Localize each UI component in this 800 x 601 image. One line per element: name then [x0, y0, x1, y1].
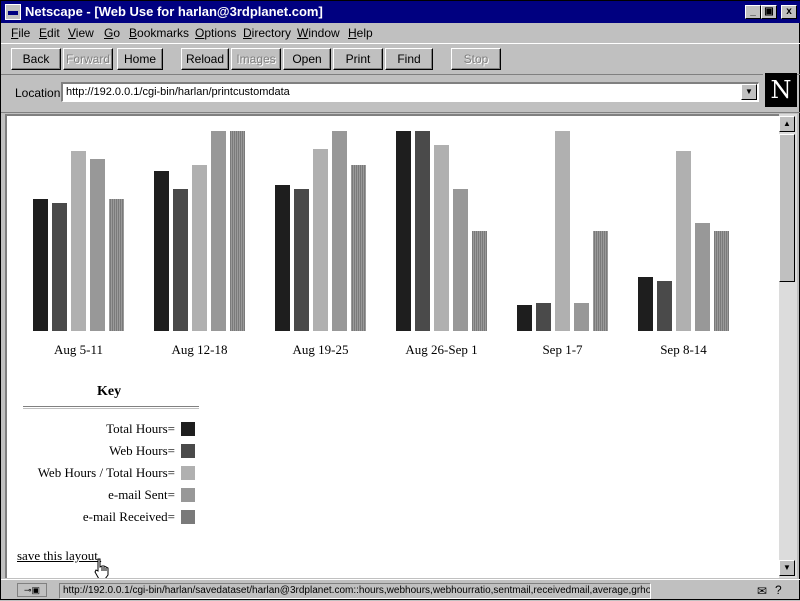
menu-go[interactable]: Go	[104, 26, 121, 40]
bar-1-4	[230, 131, 245, 331]
bar-4-0	[517, 305, 532, 331]
forward-button[interactable]: Forward	[63, 48, 113, 70]
key-swatch	[181, 444, 195, 458]
menu-edit[interactable]: Edit	[39, 26, 60, 40]
bar-5-2	[676, 151, 691, 331]
key-swatch	[181, 488, 195, 502]
key-item: Web Hours / Total Hours=	[7, 464, 197, 482]
reload-button[interactable]: Reload	[181, 48, 229, 70]
key-label: Total Hours=	[106, 421, 175, 436]
key-swatch	[181, 466, 195, 480]
bar-chart	[33, 131, 729, 331]
hand-cursor-icon	[94, 558, 109, 578]
key-label: e-mail Sent=	[108, 487, 175, 502]
bar-1-3	[211, 131, 226, 331]
menu-directory[interactable]: Directory	[243, 26, 292, 40]
bar-4-4	[593, 231, 608, 331]
key-swatch	[181, 422, 195, 436]
bar-1-1	[173, 189, 188, 331]
bar-0-1	[52, 203, 67, 331]
bar-2-1	[294, 189, 309, 331]
status-text: http://192.0.0.1/cgi-bin/harlan/savedata…	[59, 583, 651, 599]
menu-file[interactable]: File	[11, 26, 31, 40]
key-swatch	[181, 510, 195, 524]
bar-5-0	[638, 277, 653, 331]
location-dropdown-icon[interactable]: ▼	[741, 84, 757, 100]
scroll-thumb[interactable]	[779, 134, 795, 282]
key-item: Total Hours=	[7, 420, 197, 438]
minimize-button[interactable]: _	[745, 5, 761, 19]
bar-2-0	[275, 185, 290, 331]
title-bar: Netscape - [Web Use for harlan@3rdplanet…	[1, 1, 800, 23]
bar-5-4	[714, 231, 729, 331]
key-divider	[23, 406, 199, 409]
save-layout-link[interactable]: save this layout.	[17, 548, 102, 563]
category-label: Sep 1-7	[542, 342, 583, 357]
bar-3-1	[415, 131, 430, 331]
status-bar: ⊸▣ http://192.0.0.1/cgi-bin/harlan/saved…	[1, 579, 800, 601]
key-item: Web Hours=	[7, 442, 197, 460]
bar-4-1	[536, 303, 551, 331]
bar-3-0	[396, 131, 411, 331]
home-button[interactable]: Home	[117, 48, 163, 70]
bar-2-4	[351, 165, 366, 331]
security-key-icon[interactable]: ⊸▣	[17, 583, 47, 597]
category-label: Aug 26-Sep 1	[405, 342, 478, 357]
category-label: Sep 8-14	[660, 342, 707, 357]
toolbar: Back Forward Home Reload Images Open Print Find…	[1, 43, 800, 75]
menu-help[interactable]: Help	[348, 26, 373, 40]
find-button[interactable]: Find	[385, 48, 433, 70]
bar-0-4	[109, 199, 124, 331]
menu-view[interactable]: View	[68, 26, 94, 40]
location-bar: Location: http://192.0.0.1/cgi-bin/harla…	[1, 75, 800, 113]
location-input[interactable]: http://192.0.0.1/cgi-bin/harlan/printcus…	[61, 82, 759, 102]
open-button[interactable]: Open	[283, 48, 331, 70]
location-label: Location:	[15, 86, 64, 100]
bar-0-3	[90, 159, 105, 331]
vertical-scrollbar[interactable]: ▲ ▼	[779, 114, 797, 578]
key-title: Key	[97, 384, 122, 399]
netscape-logo[interactable]: N	[763, 73, 797, 107]
scroll-down-icon[interactable]: ▼	[779, 560, 795, 576]
page-content: Aug 5-11 Aug 12-18 Aug 19-25 Aug 26-Sep 1 Se…	[5, 114, 779, 578]
category-label: Aug 5-11	[54, 342, 103, 357]
key-item: e-mail Received=	[7, 508, 197, 526]
menu-options[interactable]: Options	[195, 26, 237, 40]
key-label: e-mail Received=	[82, 509, 175, 524]
app-icon[interactable]	[5, 4, 21, 20]
stop-button[interactable]: Stop	[451, 48, 501, 70]
key-item: e-mail Sent=	[7, 486, 197, 504]
category-label: Aug 12-18	[171, 342, 228, 357]
bar-1-2	[192, 165, 207, 331]
bar-2-3	[332, 131, 347, 331]
bar-5-3	[695, 223, 710, 331]
category-label: Aug 19-25	[292, 342, 349, 357]
images-button[interactable]: Images	[231, 48, 281, 70]
bar-5-1	[657, 281, 672, 331]
menu-bookmarks[interactable]: Bookmarks	[129, 26, 190, 40]
key-label: Web Hours / Total Hours=	[37, 465, 175, 480]
print-button[interactable]: Print	[333, 48, 383, 70]
bar-2-2	[313, 149, 328, 331]
back-button[interactable]: Back	[11, 48, 61, 70]
bar-3-4	[472, 231, 487, 331]
menu-window[interactable]: Window	[297, 26, 340, 40]
bar-4-3	[574, 303, 589, 331]
key-label: Web Hours=	[109, 443, 175, 458]
mail-icon[interactable]: ✉	[757, 584, 768, 598]
menu-bar: File Edit View Go Bookmarks Options Directory W…	[1, 23, 800, 43]
bar-0-2	[71, 151, 86, 331]
help-icon[interactable]: ?	[775, 583, 782, 597]
bar-4-2	[555, 131, 570, 331]
maximize-button[interactable]: ▣	[761, 5, 777, 19]
window-title: Netscape - [Web Use for harlan@3rdplanet…	[25, 4, 323, 19]
bar-1-0	[154, 171, 169, 331]
close-button[interactable]: x	[781, 5, 797, 19]
scroll-up-icon[interactable]: ▲	[779, 116, 795, 132]
bar-3-2	[434, 145, 449, 331]
bar-3-3	[453, 189, 468, 331]
bar-0-0	[33, 199, 48, 331]
